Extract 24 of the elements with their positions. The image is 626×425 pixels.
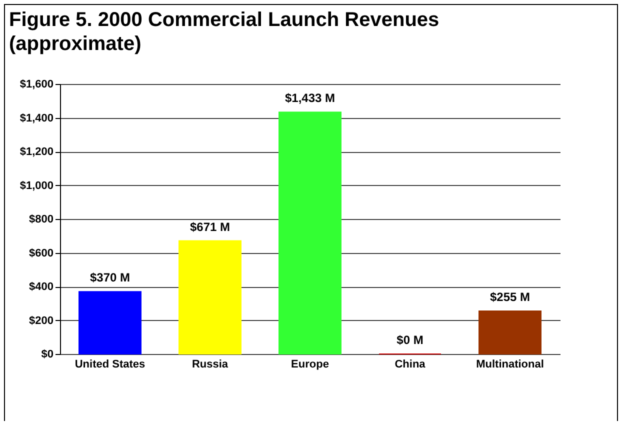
x-tick-label: Russia xyxy=(192,358,229,370)
data-label: $1,433 M xyxy=(284,91,336,106)
bar xyxy=(478,310,542,354)
y-tick-label: $1,600 xyxy=(20,78,54,90)
data-label: $671 M xyxy=(190,220,230,234)
x-tick-label: United States xyxy=(74,358,146,370)
y-tick-label: $0 xyxy=(41,348,54,360)
y-tick-label: $600 xyxy=(29,247,54,260)
bar xyxy=(78,291,142,354)
chart-title: Figure 5. 2000 Commercial Launch Revenues (approximate) xyxy=(9,8,440,56)
bar xyxy=(178,240,242,354)
x-tick-label: Europe xyxy=(291,358,329,370)
y-tick-label: $200 xyxy=(29,314,54,327)
y-tick-label: $1,200 xyxy=(20,146,54,158)
data-label: $370 M xyxy=(90,270,130,285)
y-tick-label: $1,000 xyxy=(20,180,54,192)
data-label: $0 M xyxy=(396,333,424,347)
y-tick-label: $400 xyxy=(29,281,54,293)
data-label: $255 M xyxy=(490,290,530,304)
y-tick-label: $800 xyxy=(29,214,54,226)
x-tick-label: China xyxy=(394,358,426,370)
x-tick-label: Multinational xyxy=(476,358,544,370)
y-tick-label: $1,400 xyxy=(20,112,54,124)
bar xyxy=(278,112,342,354)
